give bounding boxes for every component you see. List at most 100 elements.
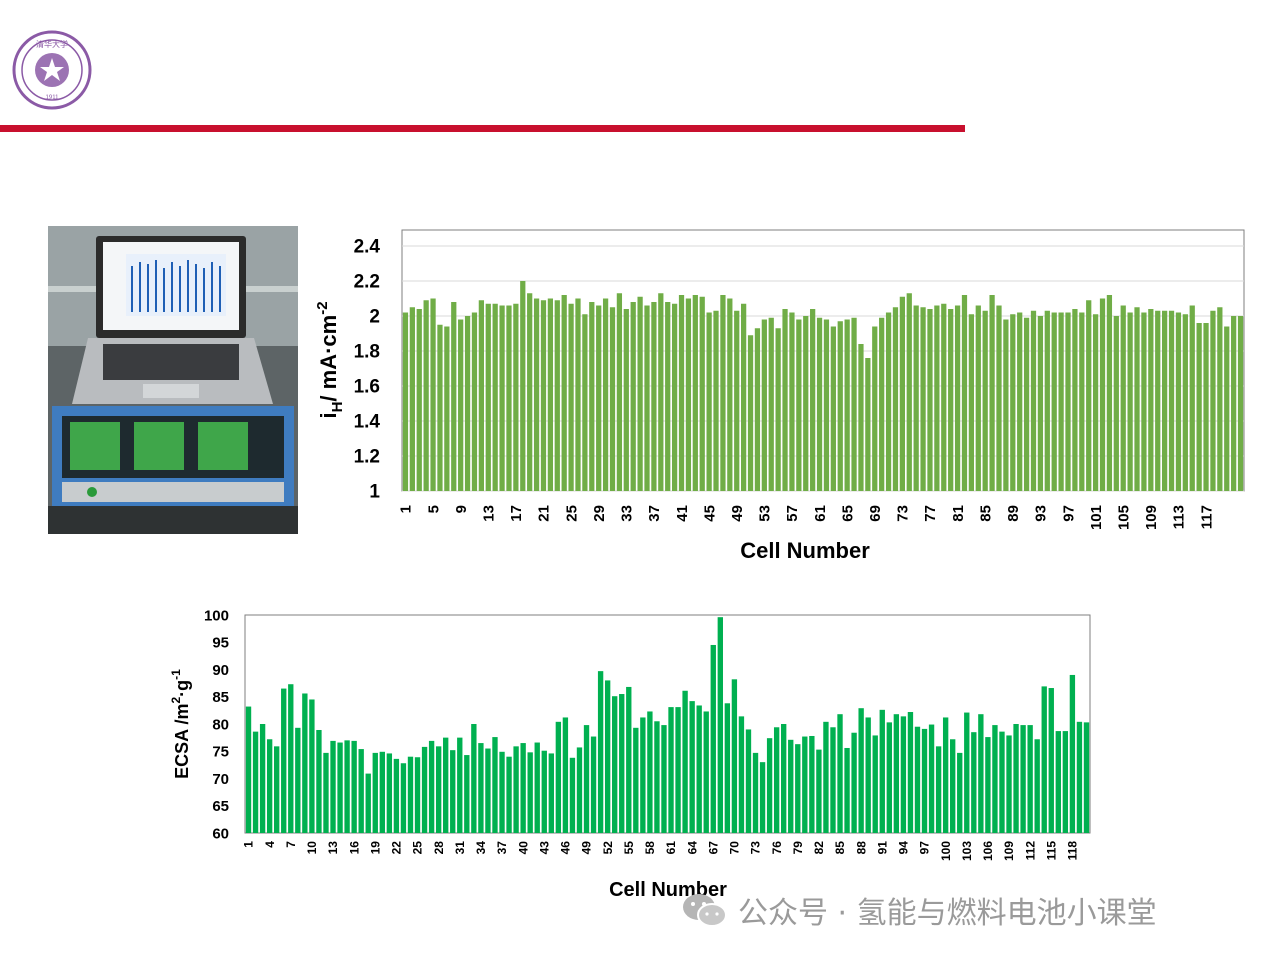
bar-cell-102 bbox=[957, 752, 963, 833]
bar-cell-53 bbox=[761, 319, 767, 491]
bar-cell-106 bbox=[1127, 312, 1133, 491]
x-tick-label: 25 bbox=[563, 505, 580, 522]
bar-cell-1 bbox=[245, 706, 252, 833]
x-tick-label: 73 bbox=[895, 505, 912, 522]
x-tick-label: 49 bbox=[729, 505, 746, 522]
bar-cell-19 bbox=[527, 293, 533, 491]
x-axis-label: Cell Number bbox=[740, 538, 870, 563]
bar-cell-65 bbox=[696, 705, 702, 833]
bar-cell-82 bbox=[961, 295, 968, 491]
bar-cell-41 bbox=[527, 752, 533, 833]
x-tick-label: 91 bbox=[875, 841, 889, 855]
bar-cell-45 bbox=[555, 721, 562, 833]
bar-cell-117 bbox=[1062, 731, 1069, 833]
y-axis-label: iH/ mA·cm-2 bbox=[314, 301, 346, 418]
bar-cell-8 bbox=[451, 302, 457, 491]
bar-cell-7 bbox=[444, 326, 450, 491]
bar-cell-4 bbox=[266, 739, 273, 833]
bar-cell-114 bbox=[1041, 686, 1047, 833]
bar-cell-117 bbox=[1203, 323, 1209, 491]
bar-cell-111 bbox=[1162, 310, 1168, 491]
bar-cell-102 bbox=[1099, 298, 1106, 491]
x-tick-label: 1 bbox=[242, 841, 256, 848]
bar-cell-83 bbox=[968, 314, 975, 491]
bar-cell-18 bbox=[365, 773, 371, 833]
x-tick-label: 64 bbox=[685, 841, 699, 855]
bar-cell-77 bbox=[781, 724, 787, 833]
plot-area-frame bbox=[244, 614, 1091, 834]
bar-cell-104 bbox=[971, 732, 977, 833]
bar-cell-66 bbox=[851, 317, 857, 491]
bar-cell-77 bbox=[927, 309, 933, 491]
bar-cell-59 bbox=[654, 721, 660, 833]
bar-cell-63 bbox=[682, 690, 688, 833]
bar-cell-94 bbox=[900, 716, 907, 833]
header-divider-rule bbox=[0, 125, 965, 132]
bar-cell-97 bbox=[921, 728, 928, 833]
y-tick-label: 100 bbox=[204, 607, 229, 624]
bar-cell-83 bbox=[823, 721, 829, 833]
bar-cell-84 bbox=[975, 305, 981, 491]
bar-cell-48 bbox=[727, 298, 733, 491]
x-tick-label: 61 bbox=[812, 505, 829, 522]
bar-cell-2 bbox=[409, 307, 415, 491]
x-tick-label: 13 bbox=[481, 505, 498, 522]
x-tick-label: 97 bbox=[918, 841, 932, 855]
x-tick-label: 103 bbox=[960, 841, 974, 861]
bar-cell-5 bbox=[274, 746, 280, 833]
bar-cell-14 bbox=[337, 742, 343, 833]
bar-cell-76 bbox=[773, 727, 780, 833]
bar-cell-21 bbox=[386, 753, 393, 833]
bar-cell-89 bbox=[865, 717, 871, 833]
bar-cell-50 bbox=[741, 303, 747, 491]
bar-cell-69 bbox=[872, 326, 878, 491]
bar-cell-87 bbox=[851, 732, 857, 833]
bar-cell-36 bbox=[644, 305, 650, 491]
bar-cell-108 bbox=[1141, 312, 1147, 491]
bar-cell-9 bbox=[458, 319, 464, 491]
bar-cell-22 bbox=[393, 758, 400, 833]
x-tick-label: 7 bbox=[284, 841, 298, 848]
bar-cell-75 bbox=[913, 305, 919, 491]
bar-cell-87 bbox=[996, 305, 1002, 491]
bar-cell-55 bbox=[775, 328, 781, 491]
x-tick-label: 81 bbox=[950, 505, 967, 522]
bar-cell-79 bbox=[941, 303, 947, 491]
bar-cell-68 bbox=[717, 617, 723, 833]
bar-cell-85 bbox=[837, 714, 843, 833]
bar-cell-35 bbox=[637, 296, 643, 491]
x-tick-label: 61 bbox=[664, 841, 678, 855]
bar-cell-106 bbox=[985, 737, 991, 833]
x-tick-label: 13 bbox=[326, 841, 340, 855]
x-tick-label: 58 bbox=[643, 841, 657, 855]
x-tick-label: 57 bbox=[784, 505, 801, 522]
y-tick-label: 1.2 bbox=[354, 447, 380, 468]
bar-cell-24 bbox=[407, 756, 414, 833]
watermark-text: 公众号 · 氢能与燃料电池小课堂 bbox=[738, 896, 1157, 931]
bar-cell-55 bbox=[626, 686, 632, 833]
bar-cell-79 bbox=[795, 744, 801, 833]
x-tick-label: 70 bbox=[728, 841, 742, 855]
bar-cell-27 bbox=[428, 740, 435, 833]
bar-cell-99 bbox=[1079, 312, 1085, 491]
svg-text:清华大学: 清华大学 bbox=[36, 39, 68, 49]
x-tick-label: 109 bbox=[1143, 505, 1160, 530]
x-tick-label: 19 bbox=[368, 841, 382, 855]
bar-cell-9 bbox=[302, 693, 308, 833]
bar-cell-58 bbox=[647, 711, 653, 833]
bar-cell-29 bbox=[596, 305, 602, 491]
y-tick-label: 60 bbox=[212, 825, 229, 842]
x-tick-label: 43 bbox=[537, 841, 551, 855]
bar-cell-113 bbox=[1034, 739, 1040, 833]
bar-cell-73 bbox=[752, 752, 759, 833]
bar-cell-72 bbox=[892, 307, 899, 491]
bar-cell-49 bbox=[583, 725, 590, 833]
bar-cell-80 bbox=[802, 736, 808, 833]
bar-cell-41 bbox=[678, 295, 685, 491]
bar-cell-5 bbox=[430, 298, 436, 491]
bar-cell-70 bbox=[879, 317, 885, 491]
bar-cell-26 bbox=[421, 746, 428, 833]
bar-cell-32 bbox=[464, 755, 470, 833]
bar-cell-50 bbox=[590, 736, 597, 833]
y-tick-label: 85 bbox=[212, 689, 229, 706]
